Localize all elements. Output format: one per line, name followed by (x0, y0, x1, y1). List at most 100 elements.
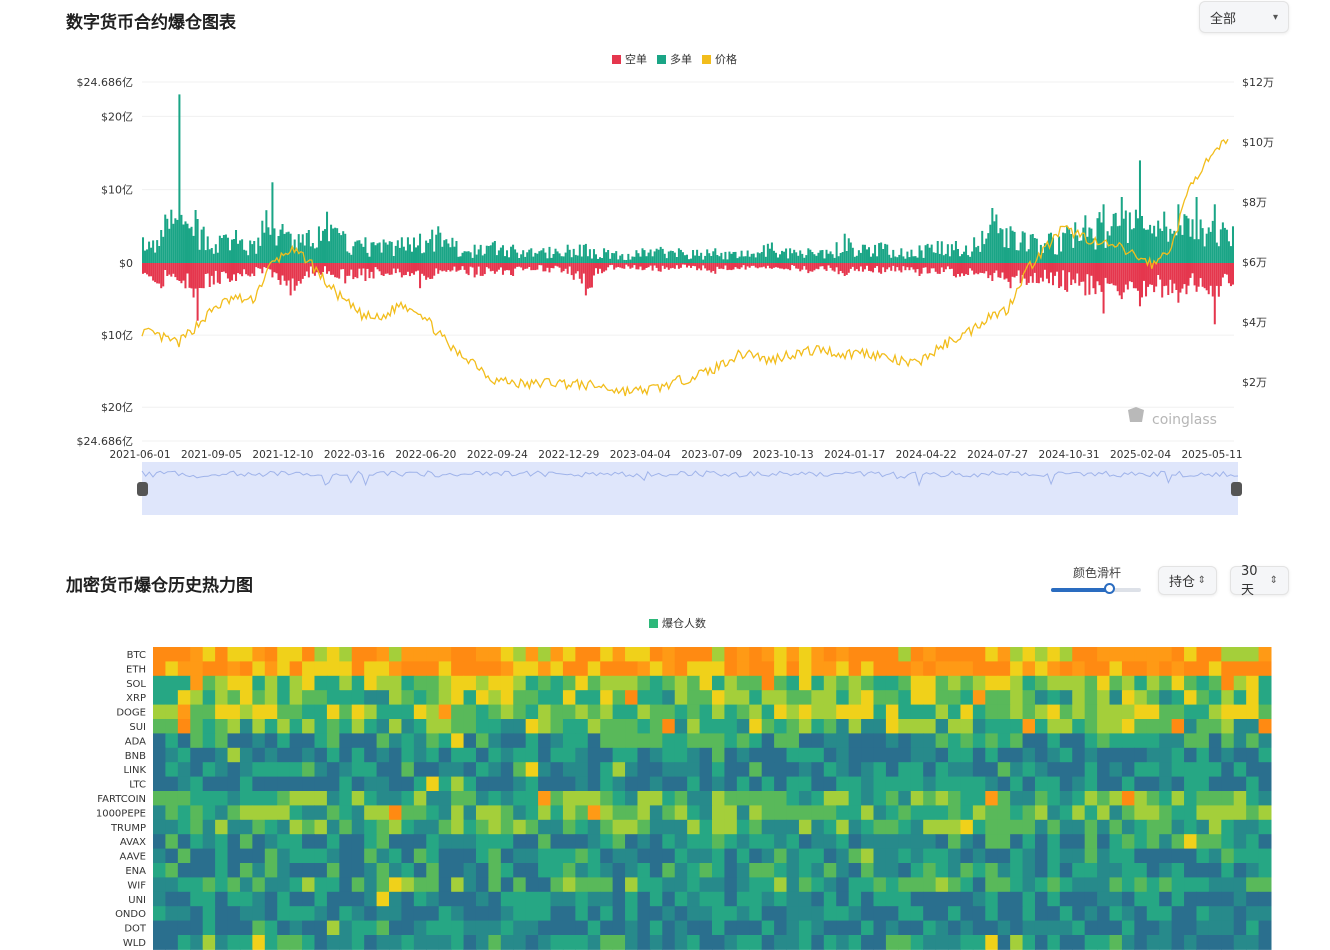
heatmap-cell[interactable] (1171, 661, 1185, 677)
heatmap-cell[interactable] (177, 920, 191, 936)
heatmap-cell[interactable] (277, 762, 291, 778)
heatmap-cell[interactable] (761, 791, 775, 806)
heatmap-cell[interactable] (948, 920, 961, 936)
heatmap-cell[interactable] (562, 675, 576, 691)
heatmap-cell[interactable] (873, 791, 887, 806)
heatmap-cell[interactable] (389, 661, 402, 677)
heatmap-cell[interactable] (823, 747, 837, 763)
heatmap-cell[interactable] (1034, 776, 1048, 792)
heatmap-cell[interactable] (836, 834, 850, 850)
heatmap-cell[interactable] (1159, 675, 1173, 691)
heatmap-cell[interactable] (426, 747, 440, 763)
heatmap-cell[interactable] (1221, 747, 1235, 763)
heatmap-cell[interactable] (960, 891, 974, 907)
heatmap-cell[interactable] (264, 891, 278, 907)
heatmap-cell[interactable] (1034, 848, 1048, 864)
heatmap-cell[interactable] (302, 906, 315, 922)
heatmap-cell[interactable] (1208, 690, 1222, 706)
heatmap-cell[interactable] (1047, 863, 1061, 878)
period-select[interactable]: 30天 ⇕ (1230, 564, 1289, 598)
heatmap-cell[interactable] (475, 935, 489, 950)
heatmap-cell[interactable] (997, 733, 1011, 749)
heatmap-cell[interactable] (997, 920, 1011, 936)
heatmap-cell[interactable] (239, 935, 253, 950)
heatmap-cell[interactable] (215, 791, 229, 806)
heatmap-cell[interactable] (364, 747, 378, 763)
heatmap-cell[interactable] (264, 863, 278, 878)
heatmap-cell[interactable] (985, 834, 999, 850)
heatmap-cell[interactable] (848, 891, 862, 907)
heatmap-cell[interactable] (1184, 819, 1197, 835)
heatmap-cell[interactable] (438, 647, 452, 662)
heatmap-cell[interactable] (1134, 906, 1148, 922)
heatmap-cell[interactable] (538, 647, 552, 662)
heatmap-cell[interactable] (475, 906, 489, 922)
heatmap-cell[interactable] (525, 920, 539, 936)
heatmap-cell[interactable] (736, 891, 750, 907)
heatmap-cell[interactable] (463, 920, 477, 936)
heatmap-cell[interactable] (1109, 776, 1123, 792)
heatmap-cell[interactable] (376, 690, 390, 706)
heatmap-cell[interactable] (1084, 891, 1098, 907)
heatmap-cell[interactable] (960, 690, 974, 706)
heatmap-cell[interactable] (1208, 719, 1222, 734)
heatmap-cell[interactable] (202, 762, 216, 778)
heatmap-cell[interactable] (898, 920, 912, 936)
heatmap-cell[interactable] (177, 834, 191, 850)
heatmap-cell[interactable] (165, 920, 179, 936)
heatmap-cell[interactable] (575, 920, 589, 936)
heatmap-cell[interactable] (1072, 877, 1086, 893)
heatmap-cell[interactable] (786, 747, 800, 763)
heatmap-cell[interactable] (811, 762, 825, 778)
heatmap-cell[interactable] (985, 690, 999, 706)
heatmap-cell[interactable] (463, 704, 477, 720)
heatmap-cell[interactable] (401, 819, 415, 835)
heatmap-cell[interactable] (252, 877, 266, 893)
heatmap-cell[interactable] (724, 848, 738, 864)
heatmap-cell[interactable] (699, 733, 713, 749)
heatmap-cell[interactable] (674, 891, 688, 907)
heatmap-cell[interactable] (302, 819, 315, 835)
heatmap-cell[interactable] (513, 848, 527, 864)
heatmap-cell[interactable] (376, 805, 390, 821)
metric-select[interactable]: 持仓 ⇕ (1158, 566, 1217, 595)
heatmap-cell[interactable] (699, 891, 713, 907)
heatmap-cell[interactable] (861, 791, 874, 806)
heatmap-cell[interactable] (165, 776, 179, 792)
heatmap-cell[interactable] (153, 776, 166, 792)
heatmap-cell[interactable] (177, 791, 191, 806)
heatmap-cell[interactable] (910, 661, 924, 677)
heatmap-cell[interactable] (923, 762, 937, 778)
heatmap-cell[interactable] (712, 704, 725, 720)
heatmap-cell[interactable] (252, 747, 266, 763)
heatmap-cell[interactable] (326, 819, 340, 835)
heatmap-cell[interactable] (190, 719, 204, 734)
heatmap-cell[interactable] (401, 776, 415, 792)
heatmap-cell[interactable] (215, 834, 229, 850)
heatmap-cell[interactable] (1121, 863, 1135, 878)
heatmap-cell[interactable] (798, 719, 812, 734)
heatmap-cell[interactable] (674, 920, 688, 936)
heatmap-cell[interactable] (587, 675, 601, 691)
heatmap-cell[interactable] (1097, 848, 1111, 864)
heatmap-cell[interactable] (314, 762, 328, 778)
heatmap-cell[interactable] (252, 704, 266, 720)
heatmap-cell[interactable] (1010, 647, 1024, 662)
heatmap-cell[interactable] (1184, 906, 1197, 922)
heatmap-cell[interactable] (997, 848, 1011, 864)
heatmap-cell[interactable] (475, 661, 489, 677)
heatmap-cell[interactable] (376, 877, 390, 893)
heatmap-cell[interactable] (649, 747, 663, 763)
heatmap-cell[interactable] (786, 733, 800, 749)
heatmap-cell[interactable] (1184, 935, 1197, 950)
heatmap-cell[interactable] (451, 877, 465, 893)
heatmap-cell[interactable] (823, 675, 837, 691)
heatmap-cell[interactable] (898, 762, 912, 778)
heatmap-cell[interactable] (736, 920, 750, 936)
heatmap-cell[interactable] (277, 647, 291, 662)
heatmap-cell[interactable] (761, 762, 775, 778)
heatmap-cell[interactable] (153, 805, 166, 821)
heatmap-cell[interactable] (389, 762, 402, 778)
heatmap-cell[interactable] (674, 675, 688, 691)
heatmap-cell[interactable] (1258, 675, 1272, 691)
